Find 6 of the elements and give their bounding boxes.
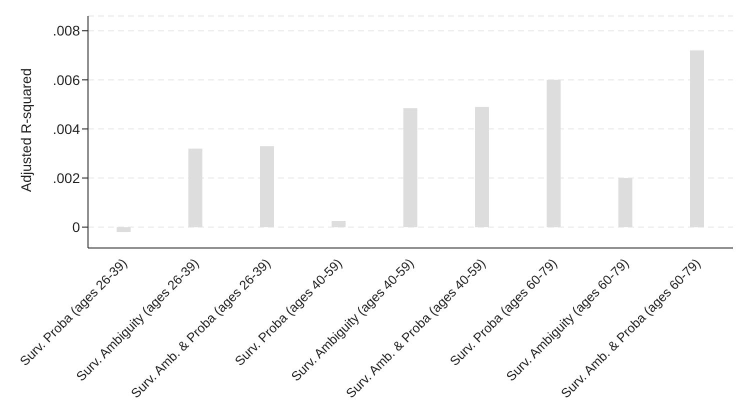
y-axis-title: Adjusted R-squared [18, 68, 34, 192]
y-tick-label: .008 [52, 22, 80, 39]
y-tick-label: 0 [72, 219, 80, 236]
y-tick-label: .006 [52, 72, 80, 88]
y-tick-label: .002 [52, 170, 80, 186]
y-tick-label: .004 [52, 120, 80, 137]
